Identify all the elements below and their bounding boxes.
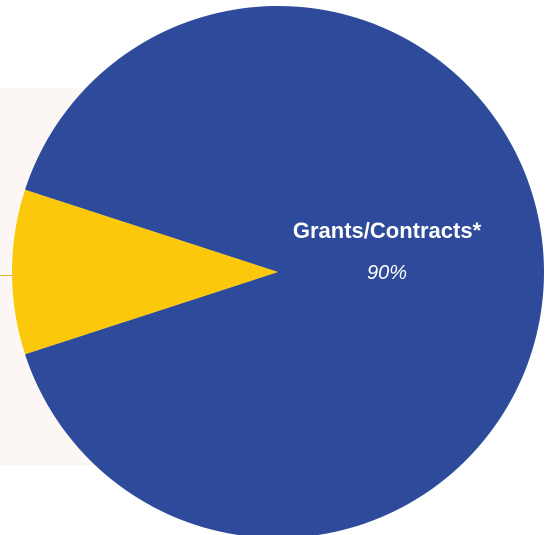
slice-value-grants-contracts: 90% [367, 262, 407, 284]
leader-line [0, 275, 22, 276]
pie-slices [11, 6, 544, 535]
pie-labels: Grants/Contracts* 90% [293, 218, 482, 284]
pie-slice-other [11, 189, 278, 355]
pie-slice-grants-contracts [25, 6, 544, 535]
slice-label-grants-contracts: Grants/Contracts* [293, 218, 482, 243]
